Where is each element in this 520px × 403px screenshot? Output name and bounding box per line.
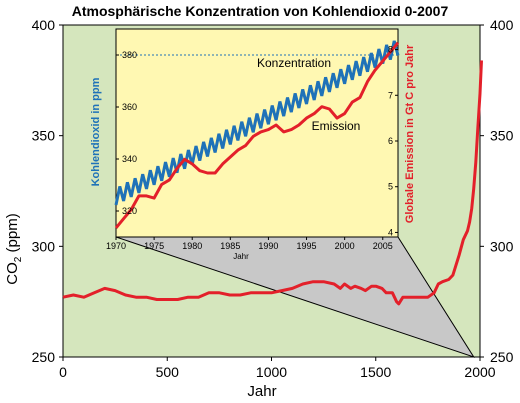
inset-y2-tick-label: 7 <box>388 90 393 100</box>
main-y-tick-label-left: 400 <box>32 17 56 33</box>
y-axis-label-rest: (ppm) <box>4 213 21 256</box>
y-axis-label-sub: 2 <box>13 256 24 262</box>
main-co2-line <box>62 60 483 306</box>
inset-x-tick-label: 2005 <box>373 241 393 251</box>
inset-x-tick-label: 1995 <box>297 241 317 251</box>
annotation-emission: Emission <box>312 119 361 133</box>
main-x-tick-label: 1000 <box>256 364 287 380</box>
main-y-tick-label-right: 250 <box>490 349 514 365</box>
main-y-tick-label-left: 350 <box>32 128 56 144</box>
inset-y2-tick-label: 8 <box>388 45 393 55</box>
inset-y-tick-label: 380 <box>122 50 137 60</box>
chart-title: Atmosphärische Konzentration von Kohlend… <box>72 3 449 19</box>
inset-y-tick-label: 320 <box>122 206 137 216</box>
main-y-tick-label-right: 400 <box>490 17 514 33</box>
x-axis-label: Jahr <box>247 383 276 400</box>
inset-x-axis-label: Jahr <box>233 252 249 261</box>
main-y-tick-label-right: 350 <box>490 128 514 144</box>
inset-x-tick-label: 1985 <box>220 241 240 251</box>
annotation-konzentration: Konzentration <box>257 56 331 70</box>
inset-y-tick-label: 340 <box>122 154 137 164</box>
inset-y2-tick-label: 6 <box>388 136 393 146</box>
inset-y2-tick-label: 4 <box>388 227 393 237</box>
main-x-tick-label: 500 <box>156 364 180 380</box>
concentration-line <box>114 40 400 206</box>
main-y-tick-label-left: 250 <box>32 349 56 365</box>
y-axis-label-main: CO <box>4 262 21 285</box>
main-x-tick-label: 1500 <box>360 364 391 380</box>
inset-x-tick-label: 1970 <box>106 241 126 251</box>
inset-x-tick-label: 1980 <box>182 241 202 251</box>
inset-plot: 1970 1975 1980 1985 1990 1995 2000 2005 320 340 36… <box>106 28 400 251</box>
inset-x-tick-label: 1975 <box>144 241 164 251</box>
inset-y2-axis-label: Globale Emission in Gt C pro Jahr <box>404 44 416 223</box>
y-axis-label: CO2 (ppm) <box>4 213 24 284</box>
inset-y2-tick-label: 5 <box>388 182 393 192</box>
main-x-tick-label: 0 <box>59 364 67 380</box>
inset-y-tick-label: 360 <box>122 102 137 112</box>
main-x-tick-label: 2000 <box>464 364 495 380</box>
emission-line <box>114 41 400 229</box>
main-y-tick-label-left: 300 <box>32 238 56 254</box>
inset-y-axis-label: Kohlendioxid in ppm <box>90 77 102 186</box>
inset-x-tick-label: 2000 <box>335 241 355 251</box>
inset-x-tick-label: 1990 <box>258 241 278 251</box>
main-y-tick-label-right: 300 <box>490 238 514 254</box>
